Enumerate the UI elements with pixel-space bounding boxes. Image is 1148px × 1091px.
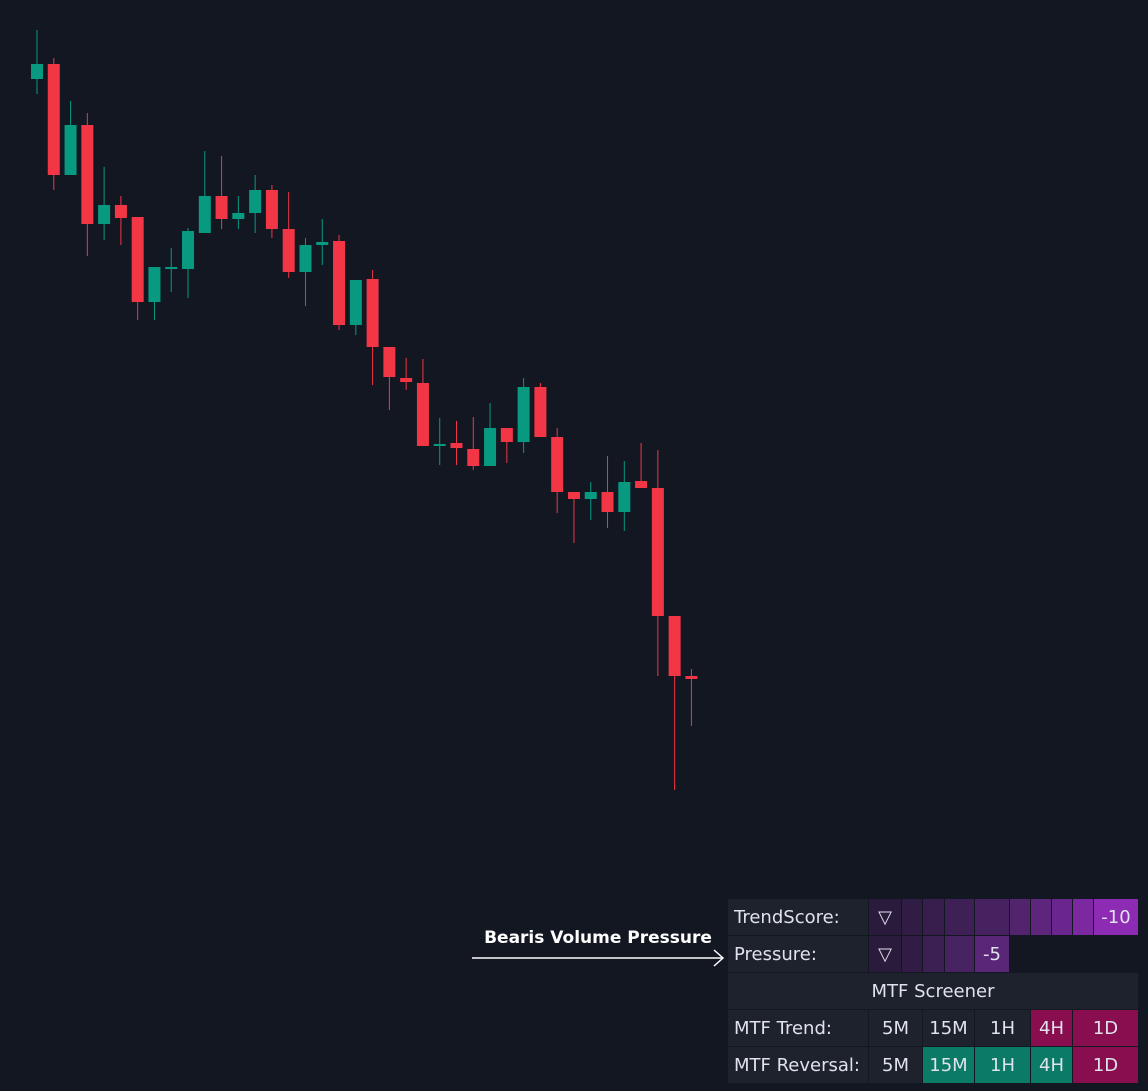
symbol: ▽ (869, 936, 902, 973)
candle-body (232, 213, 245, 219)
cell (945, 936, 975, 973)
candle-body (567, 492, 580, 499)
candle-body (685, 676, 698, 679)
candle-body (416, 383, 429, 446)
candle-body (584, 492, 597, 499)
candle-body (349, 280, 362, 325)
candle-body (534, 387, 547, 437)
timeframe-cell: 1D (1073, 1047, 1139, 1084)
cell (923, 936, 945, 973)
timeframe-cell: 1H (975, 1010, 1031, 1047)
candle-body (484, 428, 497, 466)
label: Pressure: (728, 936, 869, 973)
candle-body (551, 437, 564, 492)
value: -10 (1094, 899, 1139, 936)
candle-body (333, 241, 346, 325)
timeframe-cell: 15M (923, 1047, 975, 1084)
candle-body (265, 190, 278, 229)
cell (1031, 899, 1052, 936)
candle-body (651, 488, 664, 616)
timeframe-cell: 5M (869, 1047, 923, 1084)
candle-body (366, 279, 379, 347)
row-label: MTF Trend: (728, 1010, 869, 1047)
row-label: MTF Reversal: (728, 1047, 869, 1084)
timeframe-cell: 4H (1031, 1047, 1073, 1084)
candle-body (316, 242, 329, 245)
candle-body (400, 378, 413, 382)
candle-body (47, 64, 60, 175)
candle-body (383, 347, 396, 377)
candle-body (601, 492, 614, 512)
candle-body (668, 616, 681, 676)
candle-body (81, 125, 94, 224)
candle-body (450, 443, 463, 448)
cell (945, 899, 975, 936)
candle-body (249, 190, 262, 213)
cell (975, 899, 1010, 936)
candle-body (433, 444, 446, 446)
candle-body (500, 428, 513, 442)
candle-body (282, 229, 295, 272)
candle-body (215, 196, 228, 219)
symbol: ▽ (869, 899, 902, 936)
candle-body (31, 64, 43, 79)
candle-body (467, 449, 480, 466)
cell (1010, 899, 1031, 936)
annotation: Bearis Volume Pressure (484, 928, 712, 948)
candle-body (618, 482, 631, 512)
candle-body (131, 217, 144, 302)
table-title: MTF Screener (728, 973, 1139, 1010)
arrow-head (713, 949, 725, 967)
value: -5 (975, 936, 1010, 973)
candle-body (198, 196, 211, 233)
timeframe-cell: 5M (869, 1010, 923, 1047)
candle-body (165, 267, 178, 269)
candle-body (635, 481, 648, 488)
timeframe-cell: 1D (1073, 1010, 1139, 1047)
candle-body (114, 205, 127, 218)
candle-body (299, 245, 312, 272)
timeframe-cell: 1H (975, 1047, 1031, 1084)
cell (902, 899, 923, 936)
candle-body (182, 231, 195, 269)
candle-body (64, 125, 77, 175)
candle-body (148, 267, 161, 302)
label: TrendScore: (728, 899, 869, 936)
cell (902, 936, 923, 973)
candle-body (517, 387, 530, 442)
cell (1073, 899, 1094, 936)
candle-body (98, 205, 111, 224)
cell (1052, 899, 1073, 936)
cell (923, 899, 945, 936)
timeframe-cell: 4H (1031, 1010, 1073, 1047)
timeframe-cell: 15M (923, 1010, 975, 1047)
